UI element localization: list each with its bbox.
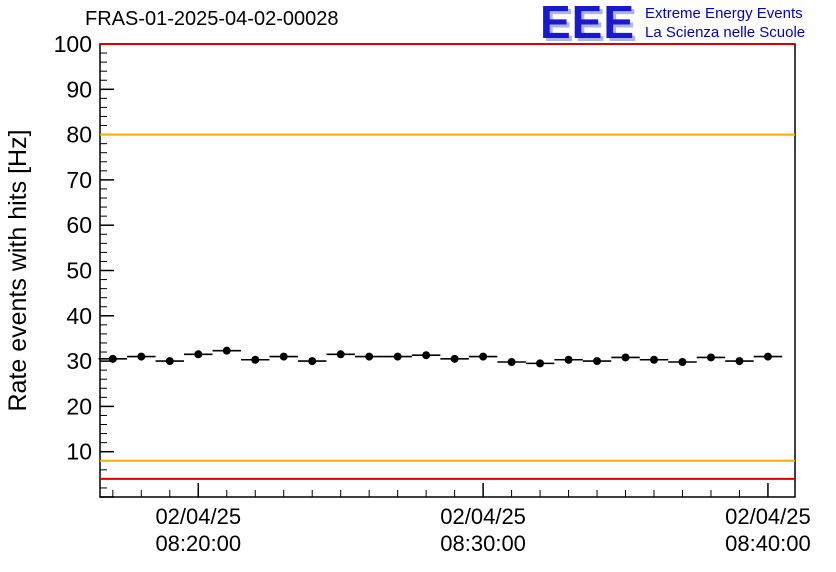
data-point (308, 357, 317, 366)
y-tick-label: 50 (66, 258, 92, 284)
data-point (564, 355, 573, 364)
x-tick-label-date: 02/04/25 (725, 504, 811, 529)
eee-logo-line1: Extreme Energy Events (645, 5, 803, 22)
data-point (763, 352, 772, 361)
y-tick-label: 80 (66, 122, 92, 148)
data-point (165, 357, 174, 366)
x-tick-label-date: 02/04/25 (440, 504, 526, 529)
y-axis-label: Rate events with hits [Hz] (4, 129, 32, 411)
eee-logo: EEE Extreme Energy Events La Scienza nel… (540, 0, 805, 48)
data-point (137, 352, 146, 361)
data-point (479, 352, 488, 361)
data-point (393, 352, 402, 361)
data-point (706, 353, 715, 362)
data-point (593, 357, 602, 366)
data-point (536, 359, 545, 368)
data-point (422, 351, 431, 360)
page-title: FRAS-01-2025-04-02-00028 (85, 8, 339, 30)
data-point (735, 357, 744, 366)
data-point (365, 352, 374, 361)
y-tick-label: 100 (54, 31, 92, 57)
data-point (222, 346, 231, 355)
eee-logo-acronym: EEE (540, 0, 636, 48)
data-point (678, 358, 687, 367)
y-tick-label: 90 (66, 76, 92, 102)
eee-logo-text: Extreme Energy Events La Scienza nelle S… (645, 2, 805, 42)
y-tick-label: 40 (66, 303, 92, 329)
x-tick-label-time: 08:30:00 (440, 531, 526, 556)
data-point (194, 350, 203, 359)
data-point (108, 354, 117, 363)
x-tick-label-time: 08:40:00 (725, 531, 811, 556)
y-tick-label: 70 (66, 167, 92, 193)
x-tick-label-time: 08:20:00 (155, 531, 241, 556)
x-tick-label-date: 02/04/25 (155, 504, 241, 529)
data-point (450, 354, 459, 363)
y-tick-label: 60 (66, 212, 92, 238)
data-point (650, 355, 659, 364)
data-point (507, 358, 516, 367)
data-point (279, 352, 288, 361)
y-tick-label: 10 (66, 439, 92, 465)
y-tick-label: 20 (66, 393, 92, 419)
eee-logo-line2: La Scienza nelle Scuole (645, 24, 806, 41)
data-point (336, 350, 345, 359)
data-point (621, 353, 630, 362)
data-point (251, 355, 260, 364)
y-tick-label: 30 (66, 348, 92, 374)
